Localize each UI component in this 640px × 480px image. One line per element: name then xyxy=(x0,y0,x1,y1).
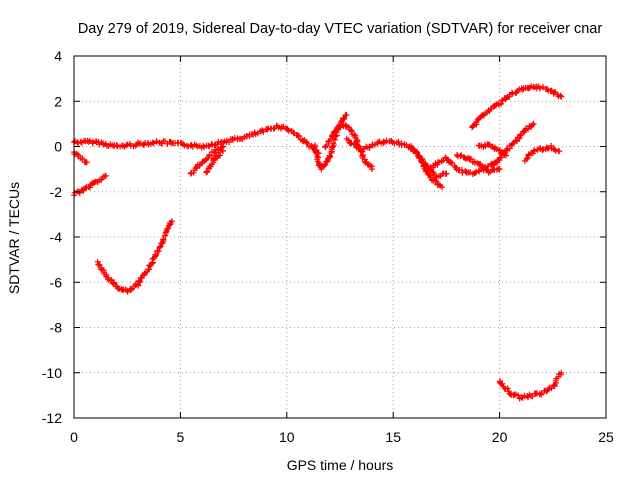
x-tick-label: 15 xyxy=(385,429,401,445)
x-tick-label: 5 xyxy=(177,429,185,445)
axis-ticks: 0 5 10 15 20 25 -12 -10 -8 -6 -4 -2 0 2 4 xyxy=(42,48,614,445)
y-tick-label: -8 xyxy=(50,320,63,336)
series-track-16 xyxy=(521,142,563,164)
y-tick-label: 2 xyxy=(54,93,62,109)
series-track-6 xyxy=(203,147,226,176)
series-track-14 xyxy=(469,83,565,131)
series-markers xyxy=(497,369,565,402)
series-track-4 xyxy=(94,218,175,295)
x-tick-label: 0 xyxy=(70,429,78,445)
chart-title: Day 279 of 2019, Sidereal Day-to-day VTE… xyxy=(78,21,603,37)
y-tick-label: 0 xyxy=(54,139,62,155)
series-track-12 xyxy=(454,151,503,176)
series-markers xyxy=(187,143,226,177)
y-tick-label: -10 xyxy=(42,365,62,381)
y-tick-label: 4 xyxy=(54,48,62,64)
y-tick-label: -4 xyxy=(50,229,63,245)
y-tick-label: -2 xyxy=(50,184,63,200)
series-track-11 xyxy=(422,154,503,178)
x-tick-label: 20 xyxy=(492,429,508,445)
series-markers xyxy=(491,120,537,166)
series-markers xyxy=(521,142,563,164)
series-markers xyxy=(422,154,503,178)
series-markers xyxy=(203,147,226,176)
y-tick-label: -12 xyxy=(42,410,62,426)
x-axis-title: GPS time / hours xyxy=(287,457,394,473)
x-tick-label: 10 xyxy=(279,429,295,445)
series-markers xyxy=(454,151,503,176)
series-track-17 xyxy=(497,369,565,402)
series-markers xyxy=(469,83,565,131)
series-markers xyxy=(94,218,175,295)
y-axis-title: SDTVAR / TECUs xyxy=(6,182,22,294)
x-tick-label: 25 xyxy=(598,429,614,445)
y-tick-label: -6 xyxy=(50,274,63,290)
series-track-15 xyxy=(491,120,537,166)
series-track-5 xyxy=(187,143,226,177)
